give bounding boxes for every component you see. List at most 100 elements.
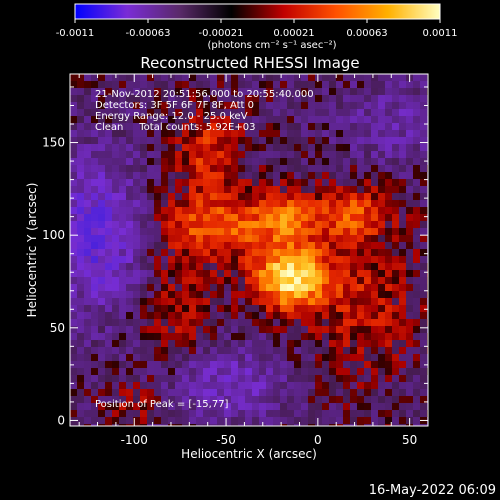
heatmap-cell (329, 179, 337, 187)
heatmap-cell (147, 270, 155, 278)
heatmap-cell (98, 207, 106, 215)
heatmap-cell (378, 249, 386, 257)
heatmap-cell (112, 403, 120, 411)
heatmap-cell (210, 312, 218, 320)
heatmap-cell (231, 354, 239, 362)
heatmap-cell (357, 396, 365, 404)
heatmap-cell (308, 291, 316, 299)
heatmap-cell (336, 81, 344, 89)
heatmap-cell (406, 277, 414, 285)
heatmap-cell (399, 144, 407, 152)
heatmap-cell (301, 396, 309, 404)
heatmap-cell (378, 270, 386, 278)
heatmap-cell (126, 410, 134, 418)
heatmap-cell (385, 102, 393, 110)
heatmap-cell (189, 375, 197, 383)
heatmap-cell (350, 382, 358, 390)
heatmap-cell (210, 284, 218, 292)
heatmap-cell (196, 123, 204, 131)
heatmap-cell (280, 424, 288, 426)
heatmap-cell (168, 333, 176, 341)
heatmap-cell (280, 165, 288, 173)
heatmap-cell (308, 130, 316, 138)
heatmap-cell (301, 403, 309, 411)
heatmap-cell (182, 312, 190, 320)
heatmap-cell (105, 214, 113, 222)
heatmap-cell (119, 389, 127, 397)
heatmap-cell (273, 389, 281, 397)
heatmap-cell (196, 375, 204, 383)
heatmap-cell (266, 137, 274, 145)
heatmap-cell (294, 270, 302, 278)
heatmap-cell (378, 298, 386, 306)
heatmap-cell (413, 298, 421, 306)
heatmap-cell (413, 144, 421, 152)
heatmap-cell (119, 123, 127, 131)
heatmap-cell (140, 368, 148, 376)
heatmap-cell (371, 424, 379, 426)
heatmap-cell (161, 368, 169, 376)
heatmap-cell (70, 347, 78, 355)
heatmap-cell (294, 417, 302, 425)
heatmap-cell (70, 144, 78, 152)
heatmap-cell (399, 319, 407, 327)
heatmap-cell (161, 95, 169, 103)
heatmap-cell (126, 123, 134, 131)
heatmap-cell (259, 305, 267, 313)
heatmap-cell (91, 410, 99, 418)
heatmap-cell (126, 151, 134, 159)
heatmap-cell (175, 186, 183, 194)
heatmap-cell (119, 417, 127, 425)
heatmap-cell (385, 284, 393, 292)
heatmap-cell (385, 277, 393, 285)
heatmap-cell (196, 312, 204, 320)
heatmap-cell (245, 291, 253, 299)
heatmap-cell (105, 340, 113, 348)
heatmap-cell (196, 284, 204, 292)
heatmap-cell (70, 375, 78, 383)
heatmap-cell (147, 172, 155, 180)
heatmap-cell (329, 144, 337, 152)
heatmap-cell (168, 326, 176, 334)
heatmap-cell (329, 193, 337, 201)
heatmap-cell (217, 396, 225, 404)
heatmap-cell (287, 123, 295, 131)
heatmap-cell (357, 291, 365, 299)
heatmap-cell (287, 242, 295, 250)
heatmap-cell (364, 284, 372, 292)
heatmap-cell (420, 109, 428, 117)
heatmap-cell (112, 298, 120, 306)
heatmap-cell (322, 375, 330, 383)
heatmap-cell (329, 396, 337, 404)
heatmap-cell (231, 319, 239, 327)
heatmap-cell (210, 424, 218, 426)
heatmap-cell (77, 424, 85, 426)
heatmap-cell (77, 214, 85, 222)
heatmap-cell (91, 186, 99, 194)
heatmap-cell (84, 347, 92, 355)
heatmap-cell (371, 88, 379, 96)
heatmap-cell (336, 410, 344, 418)
heatmap-cell (119, 368, 127, 376)
heatmap-cell (329, 186, 337, 194)
heatmap-cell (399, 256, 407, 264)
heatmap-cell (140, 158, 148, 166)
heatmap-cell (154, 347, 162, 355)
heatmap-cell (322, 270, 330, 278)
heatmap-cell (322, 347, 330, 355)
heatmap-cell (238, 382, 246, 390)
heatmap-cell (175, 193, 183, 201)
heatmap-cell (364, 193, 372, 201)
heatmap-cell (315, 312, 323, 320)
heatmap-cell (259, 242, 267, 250)
heatmap-cell (133, 179, 141, 187)
heatmap-cell (392, 123, 400, 131)
heatmap-cell (350, 123, 358, 131)
heatmap-cell (266, 277, 274, 285)
heatmap-cell (322, 333, 330, 341)
heatmap-cell (420, 403, 428, 411)
heatmap-cell (301, 179, 309, 187)
heatmap-cell (413, 207, 421, 215)
heatmap-cell (154, 375, 162, 383)
heatmap-cell (399, 277, 407, 285)
